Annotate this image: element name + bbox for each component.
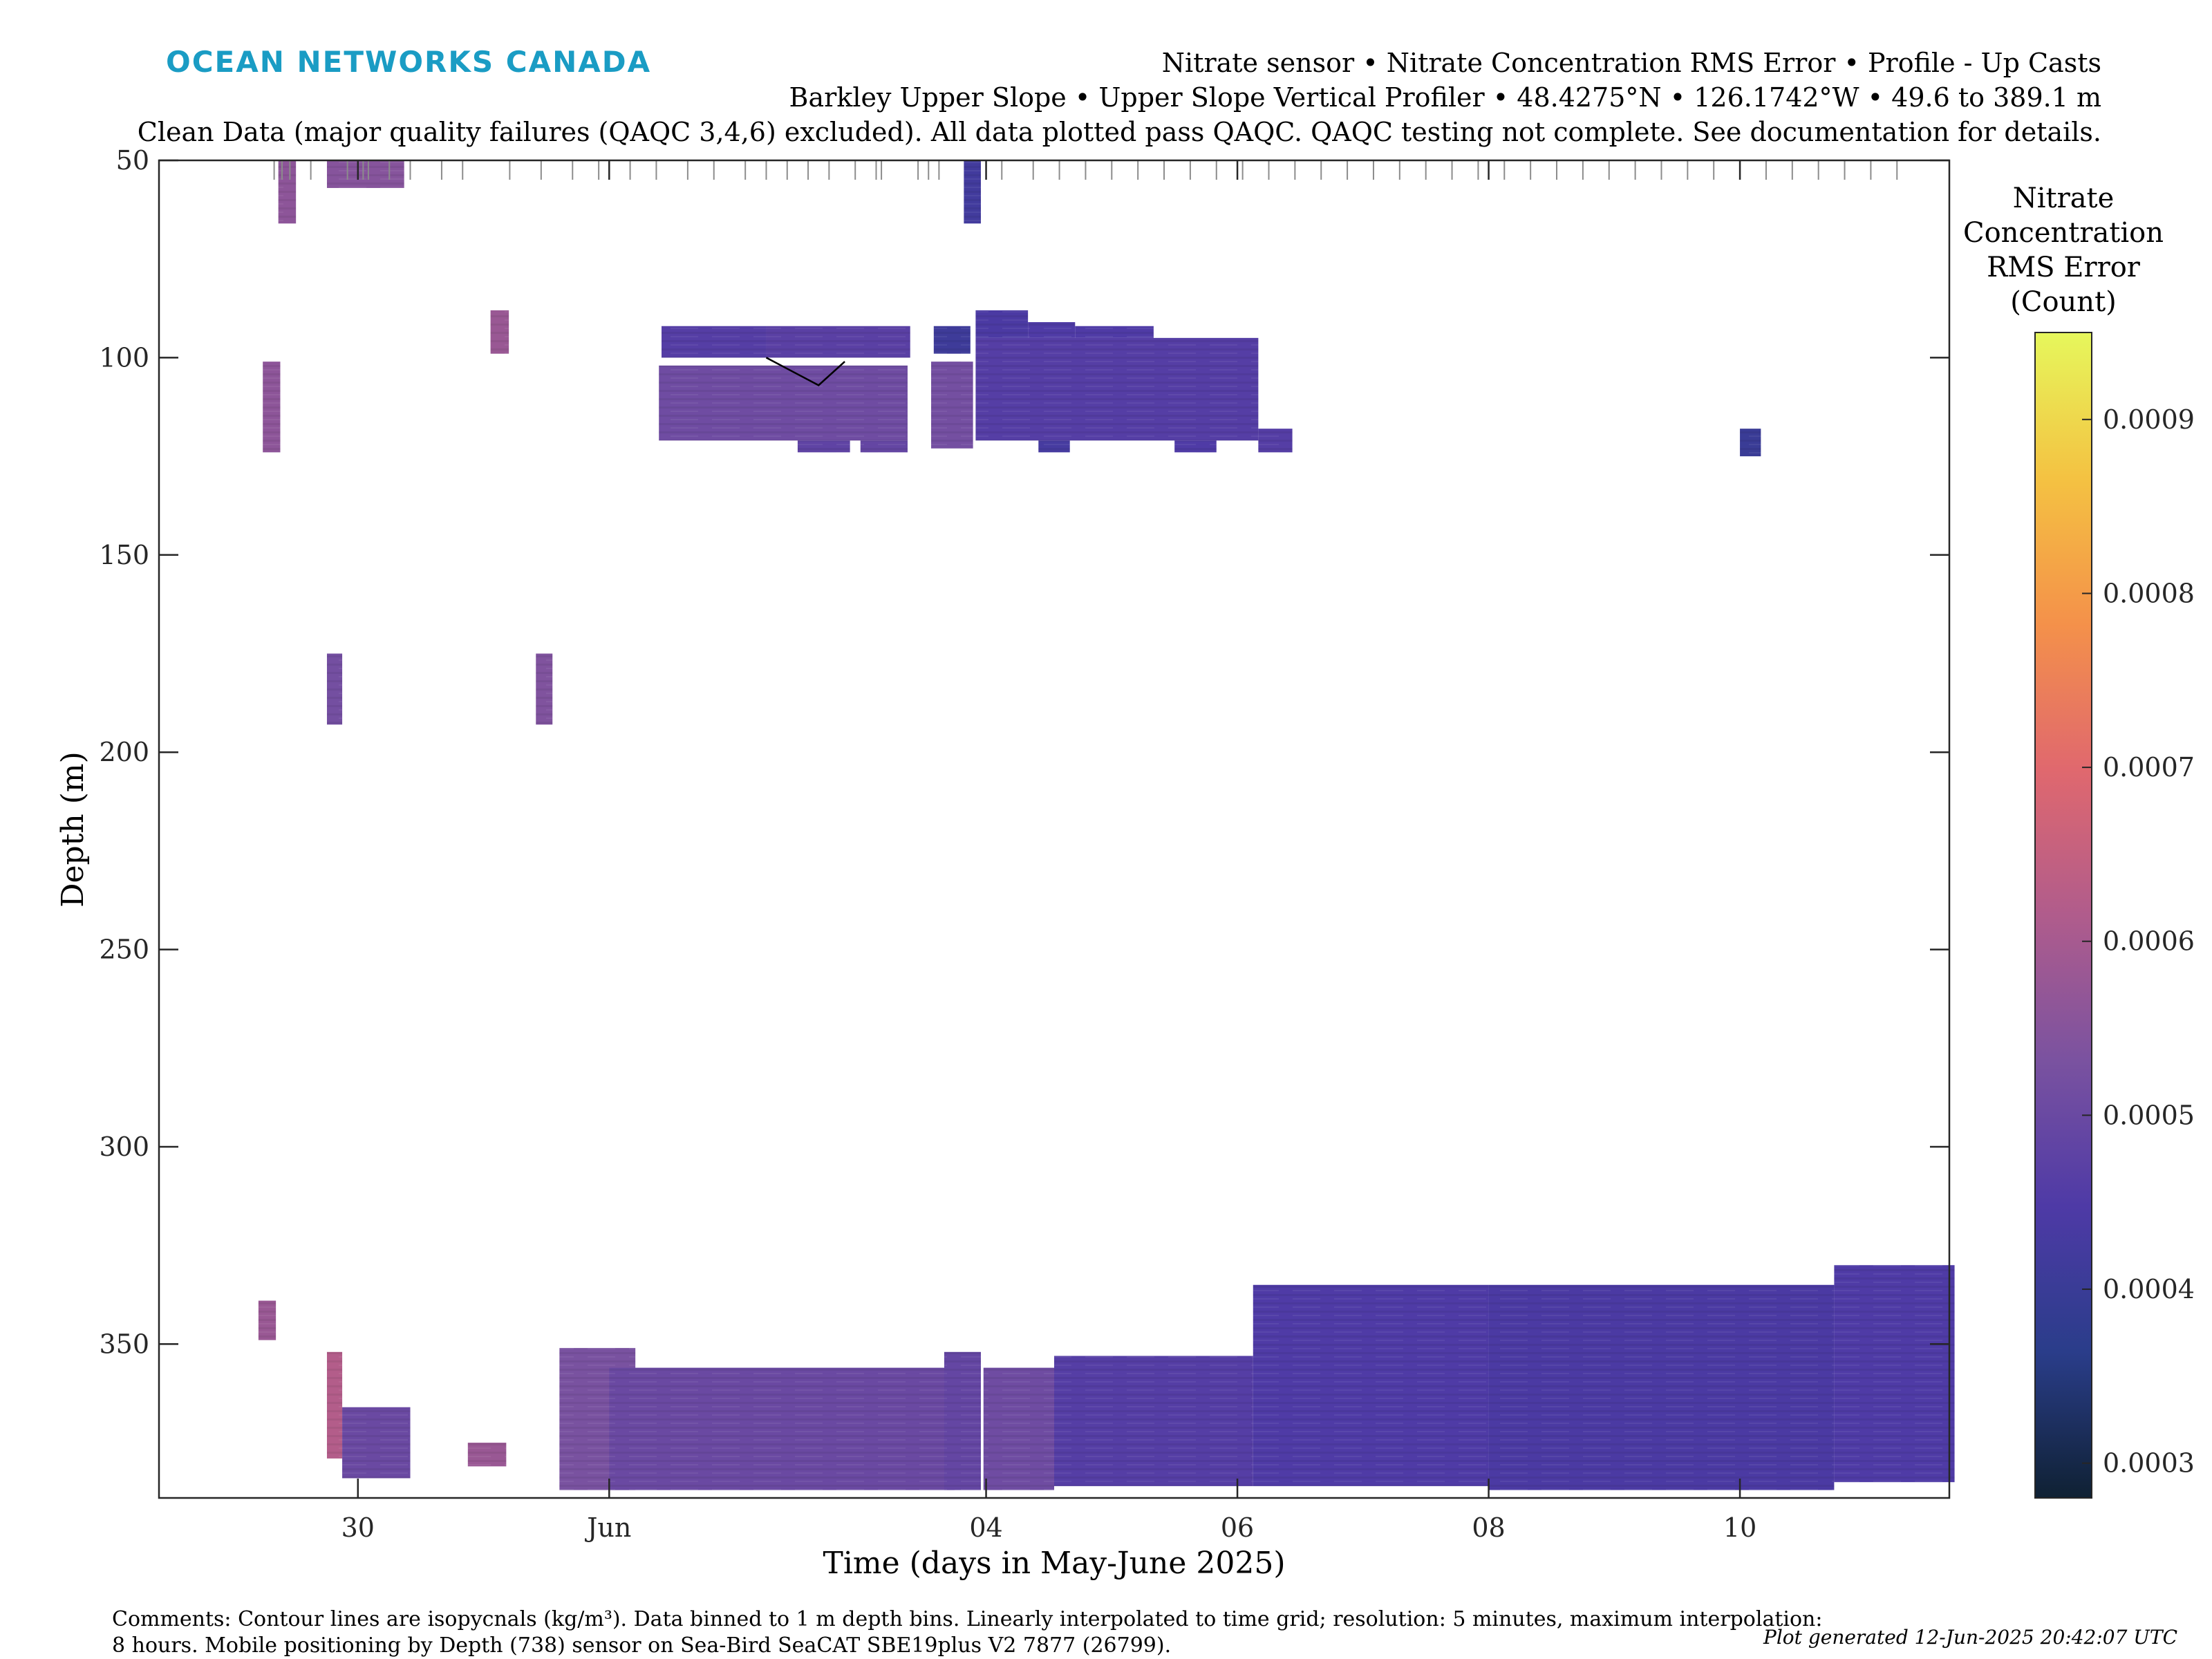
heatmap-cell-texture: [490, 310, 509, 354]
heatmap-cell-texture: [258, 1300, 276, 1340]
colorbar-title-line: Nitrate: [2013, 182, 2115, 214]
plot-generated-stamp: Plot generated 12-Jun-2025 20:42:07 UTC: [1763, 1626, 2177, 1649]
footer-comments-line-1: Comments: Contour lines are isopycnals (…: [112, 1607, 1822, 1631]
heatmap-cell-texture: [964, 160, 981, 224]
header-line-3: Clean Data (major quality failures (QAQC…: [138, 117, 2101, 147]
heatmap-cell-texture: [1740, 429, 1761, 457]
isopycnal-layer: [765, 357, 845, 386]
heatmap-cell-texture: [609, 1367, 955, 1490]
x-axis: 30 Jun 04 06 08 10: [341, 160, 1756, 1543]
heatmap-layer: [258, 160, 1955, 1490]
x-tick-label: 04: [969, 1512, 1002, 1543]
y-tick-label: 50: [116, 145, 149, 176]
heatmap-cell-texture: [797, 440, 850, 453]
cast-time-ticks: [273, 160, 1898, 180]
colorbar-title-line: Concentration: [1963, 217, 2164, 249]
heatmap-cell-texture: [1834, 1265, 1955, 1483]
heatmap-cell-texture: [326, 1351, 343, 1459]
heatmap-cell-texture: [662, 326, 767, 358]
colorbar-gradient: [2034, 332, 2092, 1499]
heatmap-cell-texture: [860, 440, 908, 453]
colorbar-tick-label: 0.0007: [2103, 752, 2195, 782]
colorbar-tick-label: 0.0004: [2103, 1274, 2195, 1304]
colorbar-tick-label: 0.0006: [2103, 926, 2195, 957]
heatmap-cell-texture: [975, 310, 1029, 338]
colorbar-tick-label: 0.0005: [2103, 1100, 2195, 1130]
x-axis-label: Time (days in May-June 2025): [823, 1546, 1285, 1581]
x-tick-label: 08: [1472, 1512, 1505, 1543]
heatmap-cell-texture: [536, 653, 553, 725]
heatmap-cell-texture: [1488, 1284, 1835, 1490]
heatmap-cell-texture: [931, 362, 973, 449]
y-tick-label: 300: [99, 1132, 149, 1162]
heatmap-cell-texture: [975, 337, 1259, 441]
colorbar: 0.0003 0.0004 0.0005 0.0006 0.0007 0.0008 0.00…: [2034, 332, 2195, 1499]
heatmap-cell-texture: [944, 1351, 981, 1490]
colorbar-tick-label: 0.0009: [2103, 404, 2195, 435]
heatmap-cell-texture: [467, 1443, 507, 1467]
y-tick-label: 150: [99, 540, 149, 570]
heatmap-cell-texture: [278, 160, 297, 224]
heatmap-cell-texture: [1028, 322, 1076, 338]
isopycnal-line: [765, 357, 845, 386]
y-tick-label: 250: [99, 935, 149, 965]
heatmap-cell-texture: [1174, 440, 1217, 453]
footer-comments-line-2: 8 hours. Mobile positioning by Depth (73…: [112, 1633, 1171, 1658]
y-tick-label: 100: [99, 342, 149, 373]
heatmap-cell-texture: [1258, 429, 1293, 453]
colorbar-title-line: RMS Error: [1987, 252, 2141, 283]
colorbar-tick-label: 0.0003: [2103, 1448, 2195, 1479]
heatmap-cell-texture: [1038, 440, 1070, 453]
x-tick-label: 06: [1221, 1512, 1254, 1543]
x-tick-label: 10: [1723, 1512, 1756, 1543]
heatmap-cell-texture: [659, 365, 908, 441]
header-line-1: Nitrate sensor • Nitrate Concentration R…: [1162, 48, 2101, 78]
colorbar-title-line: (Count): [2010, 286, 2117, 318]
axes-box: [158, 159, 1951, 1499]
x-tick-label: 30: [341, 1512, 375, 1543]
y-axis-label: Depth (m): [55, 751, 91, 908]
heatmap-cell-texture: [263, 362, 281, 453]
y-axis: 50 100 150 200 250 300 350: [99, 145, 1949, 1359]
heatmap-cell-texture: [983, 1367, 1054, 1490]
heatmap-cell-texture: [326, 160, 404, 188]
colorbar-tick-label: 0.0008: [2103, 578, 2195, 608]
heatmap-cell-texture: [326, 653, 343, 725]
y-tick-label: 200: [99, 737, 149, 767]
y-tick-label: 350: [99, 1329, 149, 1359]
heatmap-cell-texture: [1075, 326, 1154, 338]
heatmap-cell-texture: [766, 326, 910, 358]
heatmap-cell-texture: [342, 1407, 411, 1479]
brand-logo-text: OCEAN NETWORKS CANADA: [166, 45, 651, 79]
heatmap-cell-texture: [933, 326, 971, 354]
heatmap-cell-texture: [1054, 1356, 1253, 1486]
header-line-2: Barkley Upper Slope • Upper Slope Vertic…: [789, 82, 2101, 113]
heatmap-cell-texture: [1253, 1284, 1489, 1486]
x-tick-label: Jun: [584, 1512, 631, 1543]
